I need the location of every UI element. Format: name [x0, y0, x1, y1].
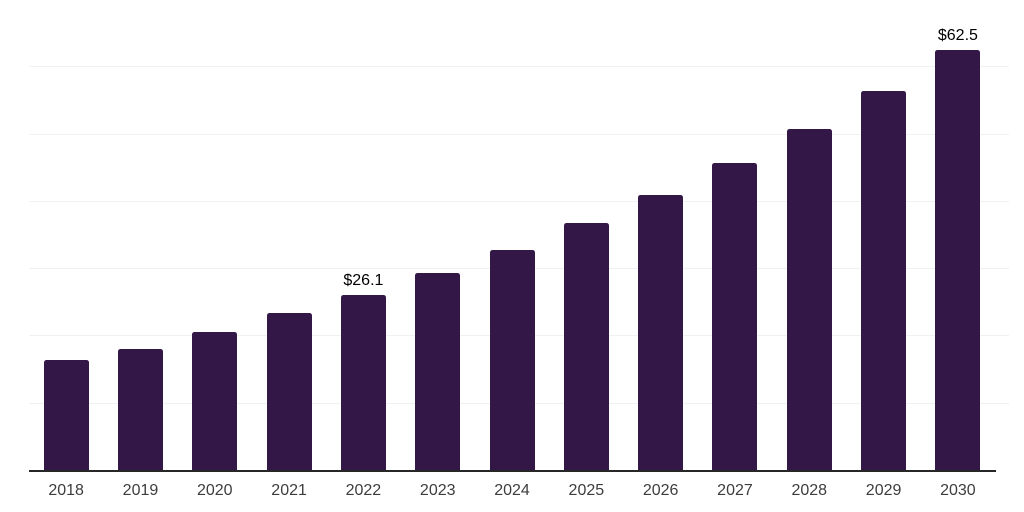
bar-slot-2030: $62.5	[921, 0, 995, 471]
bar-2027	[712, 162, 758, 471]
bar-slot-2020	[178, 0, 252, 471]
bar-2023	[415, 273, 461, 471]
plot-area: $26.1 $62.5	[29, 0, 1009, 472]
bar-2019	[117, 348, 163, 471]
x-tick-label-2029: 2029	[865, 482, 902, 499]
bar-slot-2025	[549, 0, 623, 471]
bar-slot-2028	[772, 0, 846, 471]
bar-slot-2026	[624, 0, 698, 471]
bar-2024	[489, 249, 535, 471]
bar-2029	[861, 90, 907, 471]
x-tick-label-2024: 2024	[494, 482, 530, 499]
gridline-40	[29, 200, 1009, 202]
x-tick-label-2018: 2018	[48, 482, 84, 499]
bar-slot-2022: $26.1	[326, 0, 400, 471]
gridline-60	[29, 66, 1009, 68]
x-tick-label-2022: 2022	[345, 482, 382, 499]
bar-slot-2029	[846, 0, 920, 471]
bar-2026	[638, 195, 684, 471]
x-tick-label-2023: 2023	[419, 482, 456, 499]
bars: $26.1 $62.5	[29, 0, 995, 471]
bar-slot-2021	[252, 0, 326, 471]
x-tick-label-2026: 2026	[642, 482, 679, 499]
bar-slot-2023	[401, 0, 475, 471]
x-tick-label-2030: 2030	[940, 482, 976, 499]
bar-2025	[563, 222, 609, 471]
bar-slot-2018	[29, 0, 103, 471]
x-tick-label-2019: 2019	[122, 482, 159, 499]
bar-slot-2019	[103, 0, 177, 471]
x-tick-label-2021: 2021	[271, 482, 307, 499]
bar-2022	[340, 295, 386, 471]
x-tick-label-2020: 2020	[196, 482, 233, 499]
x-tick-label-2028: 2028	[791, 482, 828, 499]
bar-2020	[192, 332, 238, 471]
bar-2030	[935, 50, 981, 471]
gridline-50	[29, 133, 1009, 135]
x-axis-line	[29, 470, 996, 472]
value-label-2022: $26.1	[343, 272, 384, 290]
x-axis-labels: 2018 2019 2020 2021 2022 2023 2024 2025 2026 2027…	[29, 481, 995, 501]
x-tick-label-2025: 2025	[568, 482, 605, 499]
bar-2021	[266, 312, 312, 471]
value-label-2030: $62.5	[937, 27, 978, 45]
bar-2018	[43, 359, 89, 471]
bar-slot-2027	[698, 0, 772, 471]
bar-slot-2024	[475, 0, 549, 471]
x-tick-label-2027: 2027	[717, 482, 753, 499]
bar-2028	[786, 129, 832, 471]
